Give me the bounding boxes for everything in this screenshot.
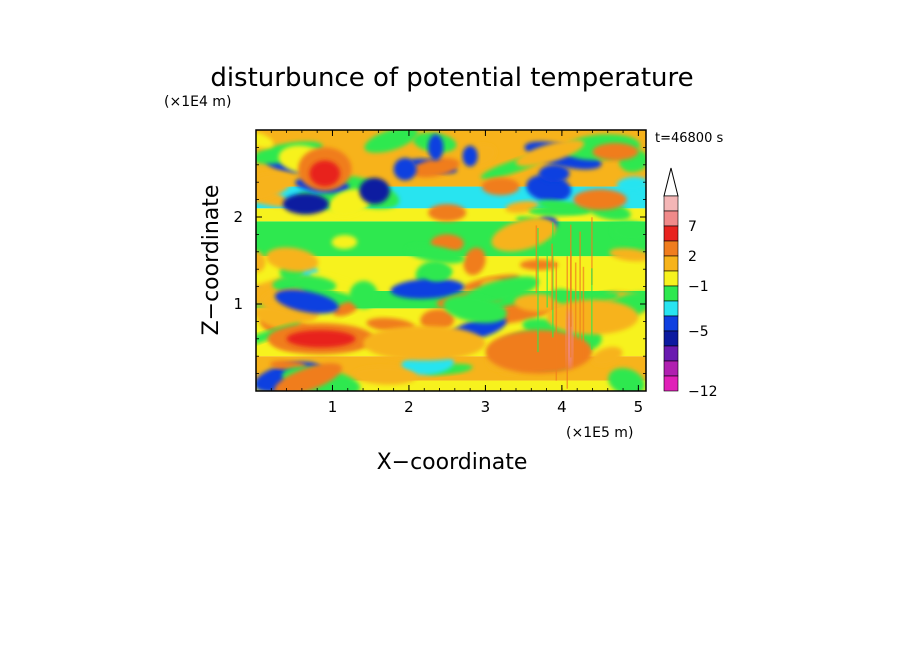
colorbar-swatch <box>663 375 679 392</box>
y-tick-label: 1 <box>233 295 243 313</box>
colorbar-swatch <box>663 255 679 272</box>
field-patch <box>611 221 646 242</box>
colorbar-swatch <box>663 240 679 257</box>
field-patch <box>515 139 585 167</box>
field-patch <box>331 235 358 250</box>
field-patch <box>443 295 507 324</box>
field-patch <box>265 247 319 272</box>
x-axis-label: X−coordinate <box>377 450 528 475</box>
field-streak <box>566 256 568 389</box>
field-feature <box>485 330 593 374</box>
field-patch <box>528 204 592 216</box>
field-patch <box>464 276 540 305</box>
x-tick-label: 3 <box>481 398 491 416</box>
chart-title: disturbunce of potential temperature <box>210 63 693 93</box>
field-patch <box>608 368 645 391</box>
x-tick-label: 2 <box>404 398 414 416</box>
field-feature <box>462 145 478 167</box>
plot-frame <box>255 129 647 392</box>
field-streak <box>574 262 577 351</box>
field-feature <box>481 177 520 196</box>
colorbar-swatch <box>663 285 679 302</box>
colorbar-swatch <box>663 300 679 317</box>
field-patch <box>349 280 378 309</box>
field-patch <box>406 244 465 264</box>
field-streak <box>591 268 593 350</box>
field-feature <box>519 259 559 271</box>
colorbar-swatch <box>663 225 679 242</box>
y-unit-label: (×1E4 m) <box>164 94 231 110</box>
field-feature <box>309 160 341 187</box>
field-patch <box>609 248 646 262</box>
field-patch <box>425 264 453 282</box>
colorbar-label: 7 <box>688 219 697 235</box>
field-feature <box>428 134 444 161</box>
field-streak <box>537 228 539 353</box>
temperature-field <box>256 130 646 391</box>
colorbar: 7 2 −1 −5 −12 <box>663 167 718 400</box>
colorbar-swatch <box>663 315 679 332</box>
colorbar-extend-arrow <box>663 167 679 197</box>
field-patch <box>390 278 465 299</box>
y-axis-label: Z−coordinate <box>199 185 224 336</box>
field-patch <box>256 131 274 149</box>
x-unit-label: (×1E5 m) <box>566 425 633 441</box>
field-patch <box>256 172 293 203</box>
field-patch <box>328 189 371 218</box>
x-tick-label: 4 <box>557 398 567 416</box>
field-feature <box>359 177 390 204</box>
field-streak <box>582 266 585 360</box>
field-feature <box>282 193 329 215</box>
field-feature <box>428 203 467 222</box>
field-feature <box>538 164 570 183</box>
x-tick-label: 5 <box>634 398 644 416</box>
colorbar-swatch <box>663 195 679 212</box>
time-label: t=46800 s <box>655 131 723 146</box>
field-patch <box>491 218 557 252</box>
field-patch <box>411 157 460 178</box>
colorbar-swatch <box>663 210 679 227</box>
colorbar-swatch <box>663 330 679 347</box>
field-streak <box>591 217 593 285</box>
field-streak <box>555 262 558 381</box>
field-band <box>256 380 646 391</box>
field-patch <box>274 289 339 314</box>
field-streak <box>570 251 572 327</box>
plot-area <box>256 130 646 391</box>
colorbar-label: −1 <box>688 279 709 295</box>
field-streak <box>535 225 538 294</box>
field-streak <box>551 243 553 310</box>
field-feature <box>393 157 417 181</box>
field-patch <box>353 366 417 385</box>
field-patch <box>463 247 486 276</box>
colorbar-swatch <box>663 270 679 287</box>
field-feature <box>592 143 639 161</box>
field-feature <box>573 189 627 211</box>
colorbar-label: −5 <box>688 324 709 340</box>
field-feature <box>363 325 486 361</box>
field-patch <box>274 363 343 391</box>
field-patch <box>333 301 359 317</box>
field-feature <box>286 330 356 348</box>
colorbar-label: −12 <box>688 384 718 400</box>
field-streak <box>579 231 581 345</box>
colorbar-swatch <box>663 345 679 362</box>
field-patch <box>420 309 455 331</box>
colorbar-label: 2 <box>688 249 697 265</box>
field-patch <box>585 291 619 303</box>
y-axis: 12 <box>233 146 646 375</box>
field-patch <box>591 346 623 366</box>
field-patch <box>364 130 419 153</box>
y-tick-label: 2 <box>233 208 243 226</box>
field-streak <box>546 242 548 308</box>
x-tick-label: 1 <box>328 398 338 416</box>
field-patch <box>616 176 646 192</box>
x-axis: 1 2 3 4 5 <box>270 130 644 416</box>
colorbar-swatch <box>663 360 679 377</box>
